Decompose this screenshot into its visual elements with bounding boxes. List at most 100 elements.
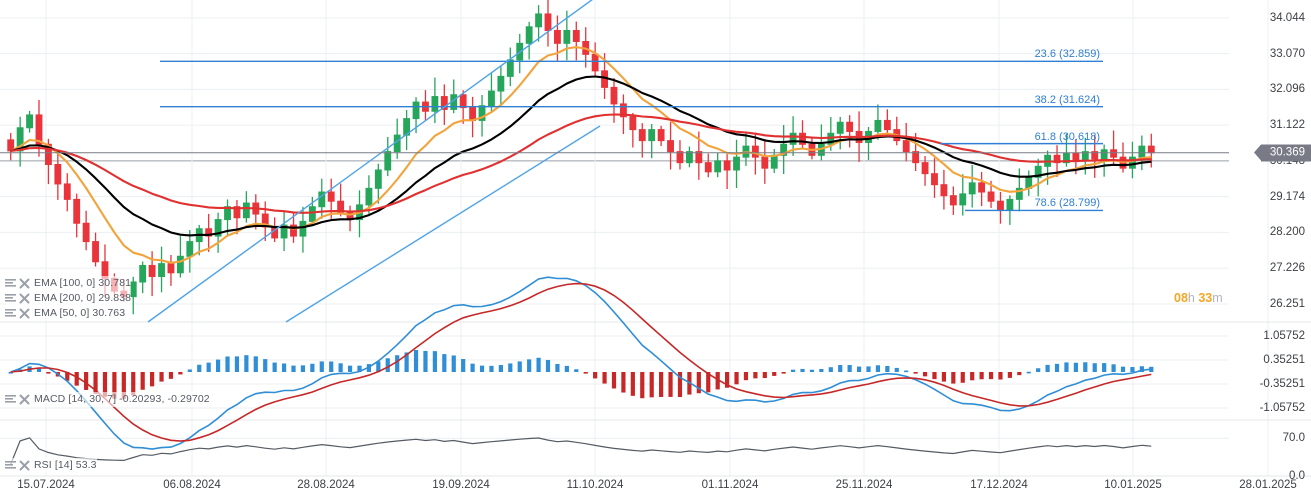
candle-body [82,222,90,243]
candle-body [638,129,646,142]
last-price-tag[interactable]: 30.369 [1253,144,1311,162]
ema100-name: EMA [100, 0] [34,277,96,289]
settings-icon[interactable] [4,394,17,405]
candle-body [35,114,43,145]
rsi-axis-label: 0.0 [1289,470,1305,482]
close-icon[interactable] [19,460,30,471]
macd-histogram-bar [479,365,485,372]
candle-body [158,263,165,277]
macd-histogram-bar [696,372,701,394]
candle-body [563,29,571,44]
candle-body [280,224,288,239]
candle-body [874,119,882,132]
macd-histogram-bar [904,370,909,373]
time-axis[interactable]: 15.07.2024 06.08.2024 28.08.2024 19.09.2024… [0,476,1311,498]
time-axis-label: 15.07.2024 [17,479,75,491]
macd-histogram-bar [536,357,541,372]
candle-body [789,132,797,145]
legend-row-ema50[interactable]: EMA [50, 0] 30.763 [4,306,131,321]
candle-body [836,121,844,134]
macd-histogram-bar [489,365,494,372]
legend-row-ema100[interactable]: EMA [100, 0] 30.781 [4,276,131,291]
candle-body [657,129,665,142]
macd-histogram-bar [800,368,805,372]
candle-body [459,94,467,109]
candle-body [883,119,891,131]
settings-icon[interactable] [4,278,17,289]
candle-body [535,13,543,28]
candle-body [770,154,778,169]
settings-icon[interactable] [4,460,17,471]
settings-icon[interactable] [4,308,17,319]
candle-body [224,206,231,221]
close-icon[interactable] [19,394,30,405]
macd-histogram-bar [300,365,306,372]
settings-icon[interactable] [4,293,17,304]
fib-level-label: 38.2 (31.624) [1034,93,1100,106]
close-icon[interactable] [19,308,30,319]
macd-histogram-bar [329,361,334,372]
candle-body [54,163,62,185]
macd-histogram-bar [1026,371,1031,374]
macd-histogram-bar [291,365,296,372]
candle-body [949,195,957,206]
price-indicator-legend[interactable]: EMA [100, 0] 30.781 EMA [200, 0] 29.838 [4,276,132,321]
macd-histogram-bar [847,365,852,372]
legend-row-macd[interactable]: MACD [14, 30, 7] -0.20293, -0.29702 [4,392,210,407]
candle-body [997,200,1004,211]
macd-histogram-bar [36,368,42,372]
macd-histogram-bar [960,372,965,383]
trendline-upper[interactable] [147,0,600,323]
candle-body [233,206,241,219]
time-axis-label: 19.09.2024 [432,479,490,491]
macd-histogram-bar [734,372,739,385]
macd-histogram-bar [574,369,579,372]
macd-axis-label: -1.05752 [1259,402,1305,414]
close-icon[interactable] [19,293,30,304]
candle-body [629,116,637,131]
candle-body [1091,151,1099,160]
candle-body [205,228,213,237]
macd-histogram-bar [753,372,758,379]
rsi-line [10,437,1152,465]
countdown-minutes: 33 [1198,291,1213,305]
ema100-value: 30.781 [98,277,132,289]
macd-histogram-bar [102,372,108,397]
price-axis-label: 27.226 [1269,262,1305,275]
candle-body [242,202,250,219]
ema50-name: EMA [50, 0] [34,307,90,319]
candle-body [921,162,929,175]
macd-histogram-bar [215,359,221,372]
macd-histogram-bar [640,372,645,399]
macd-histogram-bar [970,372,975,381]
legend-row-ema200[interactable]: EMA [200, 0] 29.838 [4,291,131,306]
macd-indicator-legend[interactable]: MACD [14, 30, 7] -0.20293, -0.29702 [4,392,210,407]
macd-histogram-bar [442,354,447,372]
macd-histogram-bar [413,350,419,372]
macd-histogram-bar [84,372,89,390]
macd-histogram-bar [121,372,126,399]
ema50-line [10,46,1152,264]
candle-body [214,219,222,237]
trendline-lower[interactable] [285,125,601,323]
price-axis-label: 34.044 [1269,11,1305,24]
macd-histogram-bar [451,355,456,372]
candle-body [1138,145,1146,158]
legend-row-rsi[interactable]: RSI [14] 53.3 [4,458,97,473]
candle-body [685,151,693,164]
candle-body [554,29,561,44]
candle-body [374,169,382,189]
macd-histogram-bar [187,369,192,372]
macd-histogram-bar [649,372,654,398]
macd-histogram-bar [140,372,145,390]
close-icon[interactable] [19,278,30,289]
macd-histogram-bar [913,372,918,374]
price-axis[interactable]: 34.04433.07032.09631.12230.14829.17428.2… [1229,0,1311,498]
rsi-indicator-legend[interactable]: RSI [14] 53.3 [4,458,97,473]
macd-histogram-bar [602,372,607,384]
candle-body [525,26,533,44]
macd-histogram-bar [979,372,984,380]
candle-body [148,264,156,277]
